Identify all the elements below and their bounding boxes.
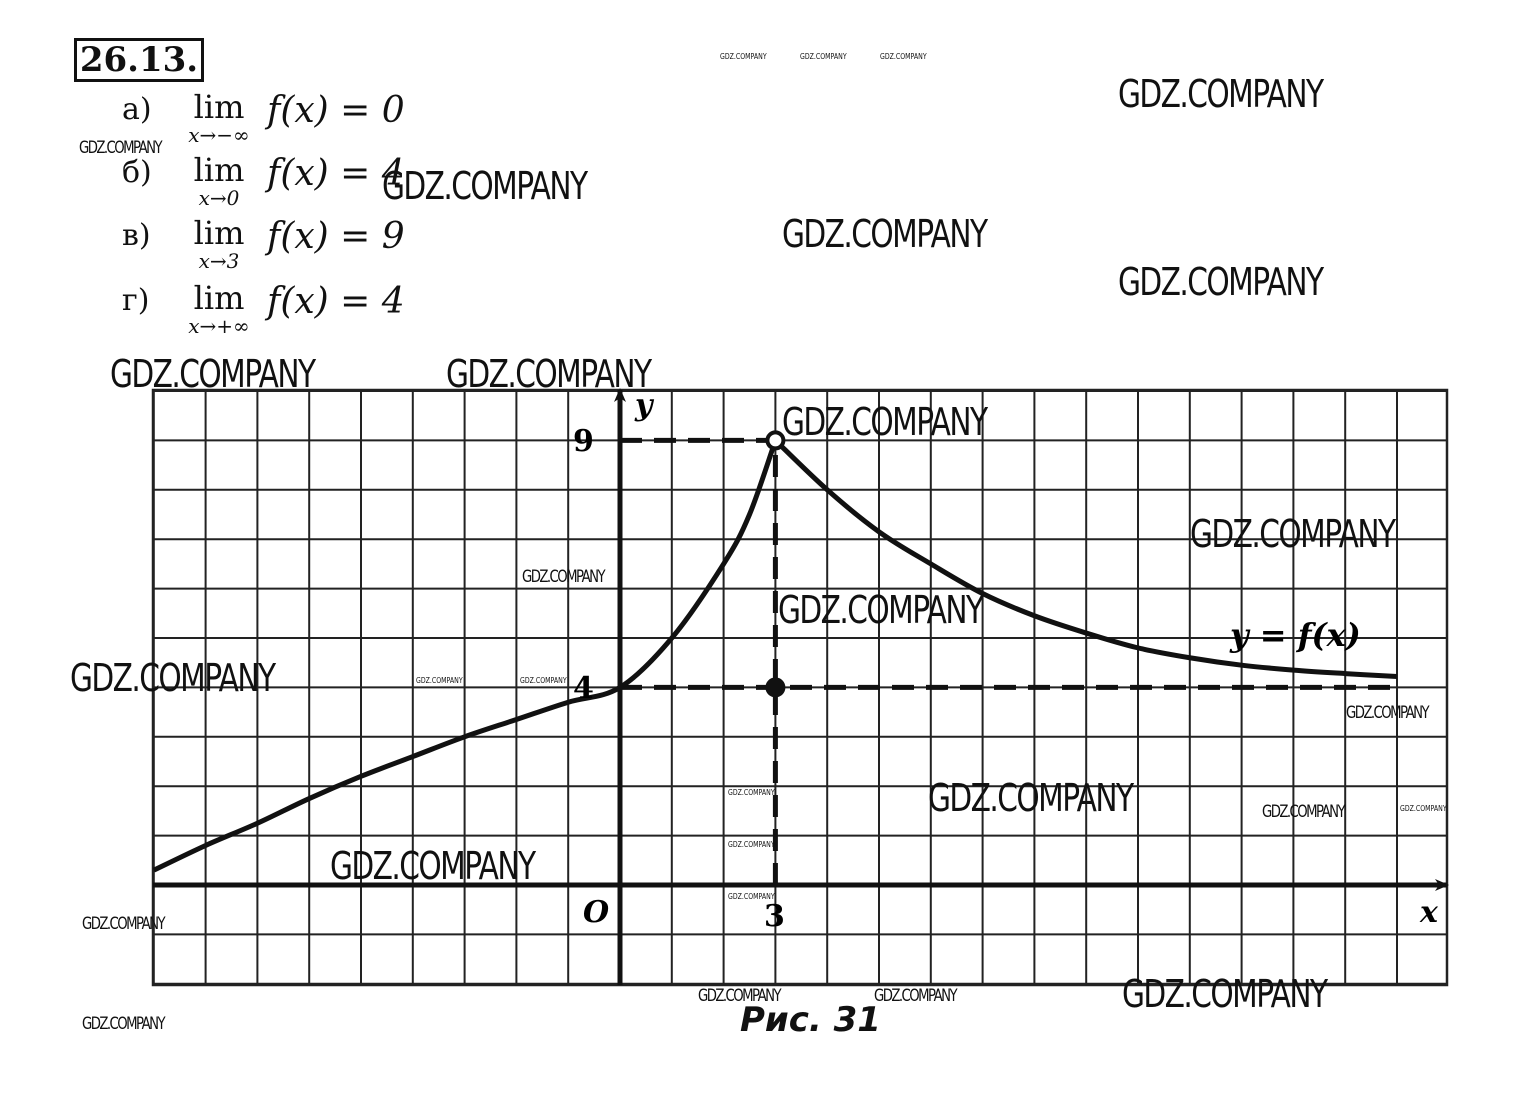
watermark: GDZ.COMPANY <box>330 844 536 888</box>
watermark: GDZ.COMPANY <box>800 52 847 61</box>
watermark: GDZ.COMPANY <box>1118 260 1324 304</box>
watermark: GDZ.COMPANY <box>778 588 984 632</box>
y-tick-label-9: 9 <box>573 424 594 459</box>
watermark: GDZ.COMPANY <box>1190 512 1396 556</box>
x-axis-label: x <box>1419 895 1439 930</box>
curves <box>152 438 1398 873</box>
curve-right-branch <box>773 438 1398 680</box>
item-label: в) <box>122 218 151 253</box>
watermark: GDZ.COMPANY <box>416 676 463 685</box>
watermark: GDZ.COMPANY <box>782 212 988 256</box>
lim-operator: lim x→+∞ <box>188 279 250 338</box>
curve-left-branch <box>152 439 778 873</box>
lim-operator: lim x→−∞ <box>188 88 250 147</box>
watermark: GDZ.COMPANY <box>874 986 958 1006</box>
watermark: GDZ.COMPANY <box>382 164 588 208</box>
watermark: GDZ.COMPANY <box>698 986 782 1006</box>
dashed-guides <box>620 437 1397 885</box>
watermark: GDZ.COMPANY <box>70 656 276 700</box>
watermark: GDZ.COMPANY <box>522 567 606 587</box>
origin-label: O <box>583 895 609 930</box>
axis-labels: y x O 3 9 4 y = f(x) <box>573 388 1439 934</box>
lim-operator: lim x→3 <box>193 214 245 273</box>
watermark: GDZ.COMPANY <box>1122 972 1328 1016</box>
limit-expression: f(x) = 0 <box>267 90 405 131</box>
watermark: GDZ.COMPANY <box>728 840 775 849</box>
watermark: GDZ.COMPANY <box>1400 804 1447 813</box>
curve-label: y = f(x) <box>1229 616 1361 654</box>
watermark: GDZ.COMPANY <box>520 676 567 685</box>
watermark: GDZ.COMPANY <box>728 788 775 797</box>
limit-expression: f(x) = 9 <box>267 216 405 257</box>
watermark: GDZ.COMPANY <box>782 400 988 444</box>
x-tick-label-3: 3 <box>764 899 785 934</box>
item-label: а) <box>122 92 152 127</box>
watermark: GDZ.COMPANY <box>928 776 1134 820</box>
watermark: GDZ.COMPANY <box>1346 703 1430 723</box>
watermark: GDZ.COMPANY <box>1262 802 1346 822</box>
points <box>765 430 786 698</box>
problem-number: 26.13. <box>74 38 204 82</box>
grid-border <box>151 388 1449 987</box>
y-tick-label-4: 4 <box>573 671 594 706</box>
watermark: GDZ.COMPANY <box>82 1014 166 1034</box>
watermark: GDZ.COMPANY <box>728 892 775 901</box>
figure-caption: Рис. 31 <box>740 1000 881 1040</box>
watermark: GDZ.COMPANY <box>1118 72 1324 116</box>
item-label: г) <box>122 283 150 318</box>
watermark: GDZ.COMPANY <box>79 138 163 158</box>
watermark: GDZ.COMPANY <box>446 352 652 396</box>
y-axis-label: y <box>634 388 655 423</box>
filled-point <box>765 677 786 698</box>
open-point <box>765 430 786 451</box>
lim-operator: lim x→0 <box>193 151 245 210</box>
watermark: GDZ.COMPANY <box>82 914 166 934</box>
watermark: GDZ.COMPANY <box>720 52 767 61</box>
item-label: б) <box>122 155 152 190</box>
limit-expression: f(x) = 4 <box>267 153 405 194</box>
watermark: GDZ.COMPANY <box>110 352 316 396</box>
limit-expression: f(x) = 4 <box>267 281 405 322</box>
watermark: GDZ.COMPANY <box>880 52 927 61</box>
